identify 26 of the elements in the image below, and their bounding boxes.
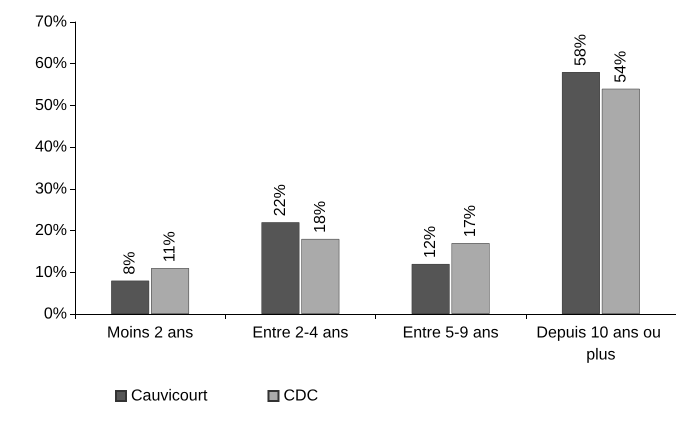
x-tick-label: Entre 5-9 ans xyxy=(402,324,499,342)
data-label: 8% xyxy=(122,252,139,275)
data-label: 17% xyxy=(462,205,480,238)
y-tick-label: 60% xyxy=(34,55,67,72)
bar xyxy=(301,238,340,314)
legend-label: CDC xyxy=(283,388,318,404)
data-label: 54% xyxy=(612,50,630,83)
y-tick-label: 50% xyxy=(34,96,67,114)
x-tick-label: Entre 2-4 ans xyxy=(252,324,348,342)
y-tick-label: 0% xyxy=(44,306,67,322)
bar xyxy=(602,88,640,314)
x-tick-label: Moins 2 ans xyxy=(106,324,194,342)
y-tick-label: 30% xyxy=(34,180,67,198)
y-tick-label: 70% xyxy=(34,14,67,30)
data-label: 12% xyxy=(422,226,440,258)
bar xyxy=(261,222,300,314)
data-label: 58% xyxy=(572,34,590,66)
data-label: 18% xyxy=(312,200,329,233)
x-tick-label: Depuis 10 ans ou plus xyxy=(536,324,666,364)
y-tick-label: 10% xyxy=(34,264,67,281)
data-label: 22% xyxy=(272,184,289,216)
legend-label: Cauvicourt xyxy=(131,388,208,404)
bar xyxy=(562,72,600,314)
y-tick-label: 40% xyxy=(34,138,67,156)
data-label: 11% xyxy=(162,231,179,262)
y-tick-label: 20% xyxy=(34,222,67,240)
